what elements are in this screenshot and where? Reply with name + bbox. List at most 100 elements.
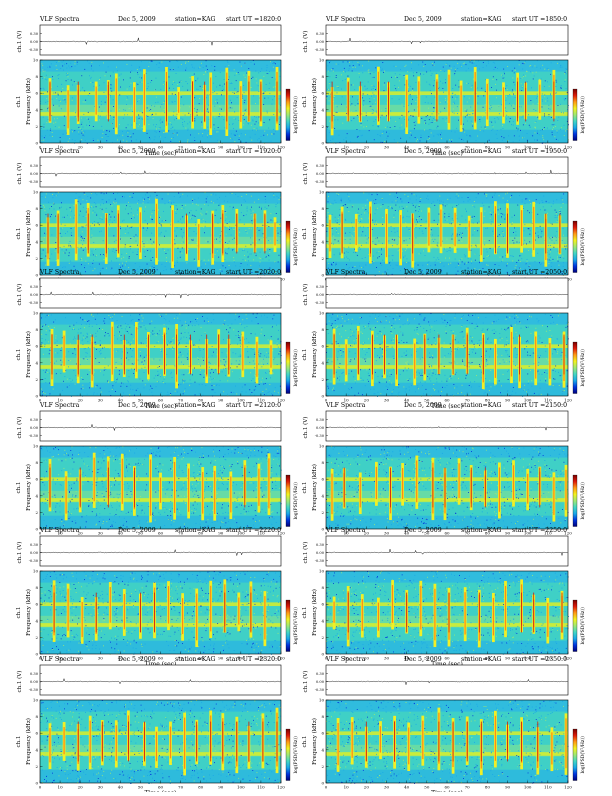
noise-speckle bbox=[129, 228, 130, 229]
sferic-core bbox=[533, 207, 534, 250]
noise-speckle bbox=[140, 342, 141, 343]
noise-speckle bbox=[527, 259, 528, 260]
y-tick-label: 10 bbox=[33, 190, 39, 195]
noise-speckle bbox=[196, 242, 197, 243]
noise-speckle bbox=[374, 72, 375, 73]
noise-speckle bbox=[100, 116, 101, 117]
noise-speckle bbox=[120, 227, 121, 228]
noise-speckle bbox=[514, 118, 515, 119]
noise-speckle bbox=[131, 116, 132, 117]
noise-speckle bbox=[266, 115, 267, 116]
noise-speckle bbox=[563, 258, 564, 259]
noise-speckle bbox=[232, 250, 233, 251]
noise-speckle bbox=[347, 207, 348, 208]
noise-speckle bbox=[84, 132, 85, 133]
noise-speckle bbox=[185, 70, 186, 71]
noise-speckle bbox=[101, 104, 102, 105]
noise-speckle bbox=[66, 64, 67, 65]
noise-speckle bbox=[378, 241, 379, 242]
noise-speckle bbox=[205, 264, 206, 265]
noise-speckle bbox=[516, 262, 517, 263]
noise-speckle bbox=[544, 114, 545, 115]
noise-speckle bbox=[179, 141, 180, 142]
noise-speckle bbox=[255, 389, 256, 390]
noise-speckle bbox=[172, 127, 173, 128]
noise-speckle bbox=[270, 339, 271, 340]
noise-speckle bbox=[83, 199, 84, 200]
noise-speckle bbox=[382, 198, 383, 199]
noise-speckle bbox=[192, 374, 193, 375]
noise-speckle bbox=[384, 90, 385, 91]
noise-speckle bbox=[220, 269, 221, 270]
noise-speckle bbox=[135, 263, 136, 264]
noise-speckle bbox=[119, 264, 120, 265]
noise-speckle bbox=[276, 213, 277, 214]
noise-speckle bbox=[200, 66, 201, 67]
noise-speckle bbox=[269, 71, 270, 72]
noise-speckle bbox=[400, 138, 401, 139]
noise-speckle bbox=[54, 204, 55, 205]
noise-speckle bbox=[206, 198, 207, 199]
noise-speckle bbox=[202, 136, 203, 137]
noise-speckle bbox=[444, 217, 445, 218]
noise-speckle bbox=[128, 124, 129, 125]
panel-date: Dec 5, 2009 bbox=[118, 148, 156, 155]
noise-speckle bbox=[237, 134, 238, 135]
noise-speckle bbox=[178, 67, 179, 68]
noise-speckle bbox=[409, 238, 410, 239]
noise-speckle bbox=[416, 199, 417, 200]
noise-speckle bbox=[491, 130, 492, 131]
noise-speckle bbox=[469, 114, 470, 115]
noise-speckle bbox=[339, 215, 340, 216]
noise-speckle bbox=[224, 127, 225, 128]
noise-speckle bbox=[382, 217, 383, 218]
noise-speckle bbox=[87, 374, 88, 375]
noise-speckle bbox=[366, 115, 367, 116]
noise-speckle bbox=[217, 93, 218, 94]
noise-speckle bbox=[151, 321, 152, 322]
noise-speckle bbox=[142, 380, 143, 381]
noise-speckle bbox=[201, 375, 202, 376]
noise-speckle bbox=[514, 135, 515, 136]
noise-speckle bbox=[341, 201, 342, 202]
noise-speckle bbox=[392, 208, 393, 209]
frequency-band bbox=[326, 91, 568, 95]
noise-speckle bbox=[42, 65, 43, 66]
noise-speckle bbox=[239, 334, 240, 335]
noise-speckle bbox=[361, 245, 362, 246]
noise-speckle bbox=[186, 68, 187, 69]
noise-speckle bbox=[439, 214, 440, 215]
noise-speckle bbox=[522, 63, 523, 64]
noise-speckle bbox=[419, 216, 420, 217]
noise-speckle bbox=[182, 237, 183, 238]
noise-speckle bbox=[92, 251, 93, 252]
noise-speckle bbox=[142, 112, 143, 113]
noise-speckle bbox=[108, 136, 109, 137]
noise-speckle bbox=[125, 323, 126, 324]
noise-speckle bbox=[206, 202, 207, 203]
noise-speckle bbox=[52, 79, 53, 80]
noise-speckle bbox=[366, 242, 367, 243]
noise-speckle bbox=[518, 267, 519, 268]
noise-speckle bbox=[213, 194, 214, 195]
noise-speckle bbox=[202, 88, 203, 89]
noise-speckle bbox=[408, 132, 409, 133]
noise-speckle bbox=[112, 224, 113, 225]
noise-speckle bbox=[46, 253, 47, 254]
y-tick-label: 8 bbox=[321, 74, 324, 79]
noise-speckle bbox=[213, 202, 214, 203]
noise-speckle bbox=[101, 193, 102, 194]
noise-speckle bbox=[340, 252, 341, 253]
noise-speckle bbox=[557, 132, 558, 133]
sferic-peak bbox=[348, 82, 349, 122]
noise-speckle bbox=[256, 117, 257, 118]
noise-speckle bbox=[413, 205, 414, 206]
noise-speckle bbox=[267, 112, 268, 113]
noise-speckle bbox=[142, 116, 143, 117]
noise-speckle bbox=[183, 232, 184, 233]
noise-speckle bbox=[443, 210, 444, 211]
noise-speckle bbox=[143, 358, 144, 359]
noise-speckle bbox=[260, 230, 261, 231]
noise-speckle bbox=[503, 236, 504, 237]
noise-speckle bbox=[566, 246, 567, 247]
